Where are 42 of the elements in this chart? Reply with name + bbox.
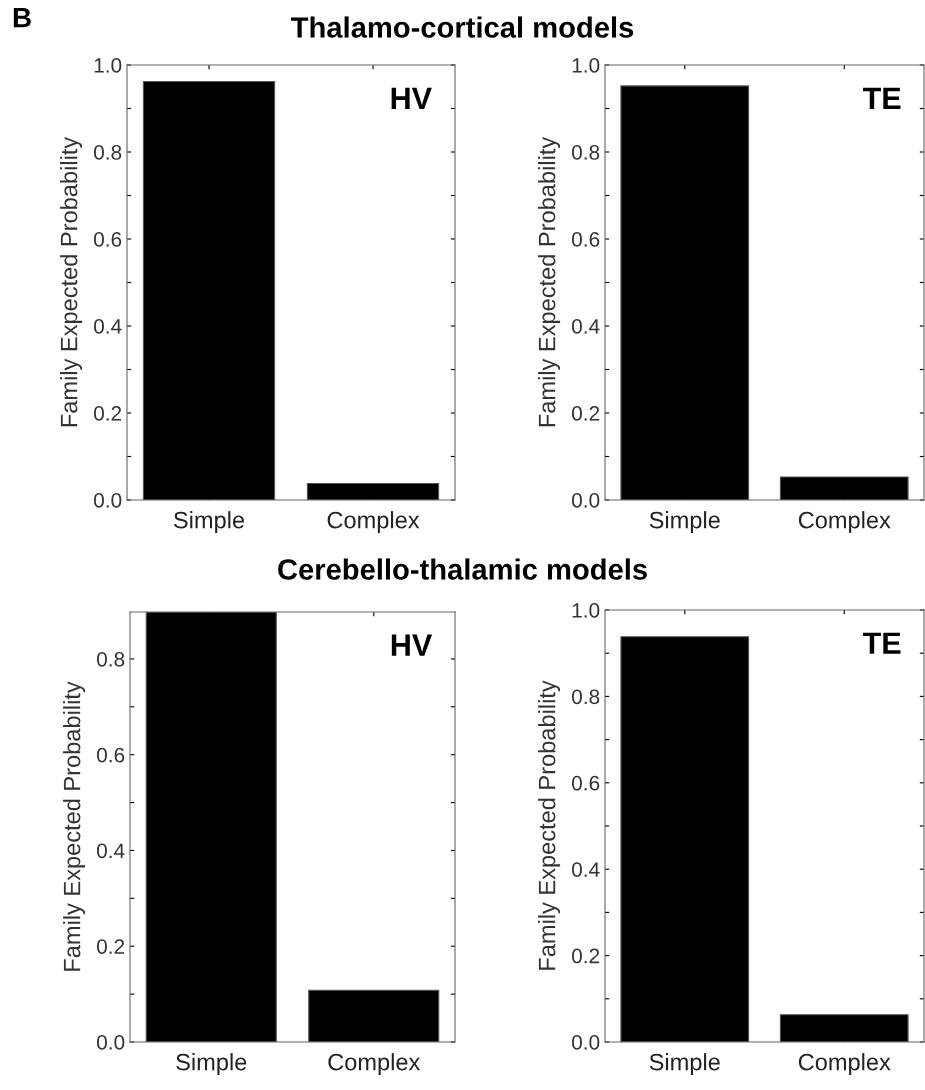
y-tick-label: 1.0 — [94, 58, 122, 73]
y-tick-label: 0.6 — [571, 232, 600, 247]
x-tick-label: Simple — [649, 511, 720, 534]
annotation: HV — [391, 87, 432, 109]
y-tick-label: 0.4 — [93, 319, 122, 334]
y-tick-label: 0.0 — [571, 493, 600, 508]
y-tick-label: 0.8 — [571, 689, 600, 705]
x-tick-label: Simple — [173, 511, 245, 534]
y-tick-label: 0.2 — [571, 948, 600, 964]
annotation: HV — [391, 634, 433, 656]
x-tick-label: Simple — [176, 1053, 247, 1076]
y-tick-label: 0.2 — [96, 939, 125, 954]
y-tick-label: 0.4 — [571, 862, 600, 877]
y-tick-label: 0.8 — [571, 145, 600, 160]
y-tick-label: 1.0 — [572, 58, 600, 73]
x-tick-label: Complex — [798, 1053, 891, 1076]
y-tick-label: 0.0 — [93, 493, 122, 508]
y-tick-label: 0.2 — [93, 406, 122, 421]
y-tick-label: 0.0 — [96, 1035, 125, 1050]
y-axis-title: Family Expected Probability — [538, 136, 561, 427]
x-tick-label: Simple — [649, 1053, 720, 1076]
y-tick-label: 0.8 — [96, 651, 125, 667]
x-tick-label: Complex — [328, 1053, 421, 1076]
y-axis-title: Family Expected Probability — [60, 136, 83, 427]
y-axis-title: Family Expected Probability — [538, 680, 561, 970]
y-tick-label: 0.6 — [96, 747, 125, 763]
y-tick-label: 0.4 — [96, 843, 125, 859]
y-tick-label: 0.2 — [571, 406, 600, 421]
y-tick-label: 0.0 — [571, 1035, 600, 1050]
y-axis-title: Family Expected Probability — [63, 681, 86, 971]
annotation: TE — [862, 87, 901, 109]
text: B — [13, 8, 31, 28]
y-tick-label: 0.4 — [571, 319, 600, 334]
chart-title: Thalamo-cortical models — [291, 16, 634, 38]
y-tick-label: 0.6 — [93, 232, 122, 247]
x-tick-label: Complex — [327, 511, 420, 534]
chart-title: Cerebello-thalamic models — [278, 558, 647, 580]
y-tick-label: 0.6 — [571, 775, 600, 791]
annotation: TE — [862, 632, 901, 654]
y-tick-label: 1.0 — [572, 603, 600, 618]
y-tick-label: 0.8 — [93, 145, 122, 160]
x-tick-label: Complex — [798, 511, 891, 534]
